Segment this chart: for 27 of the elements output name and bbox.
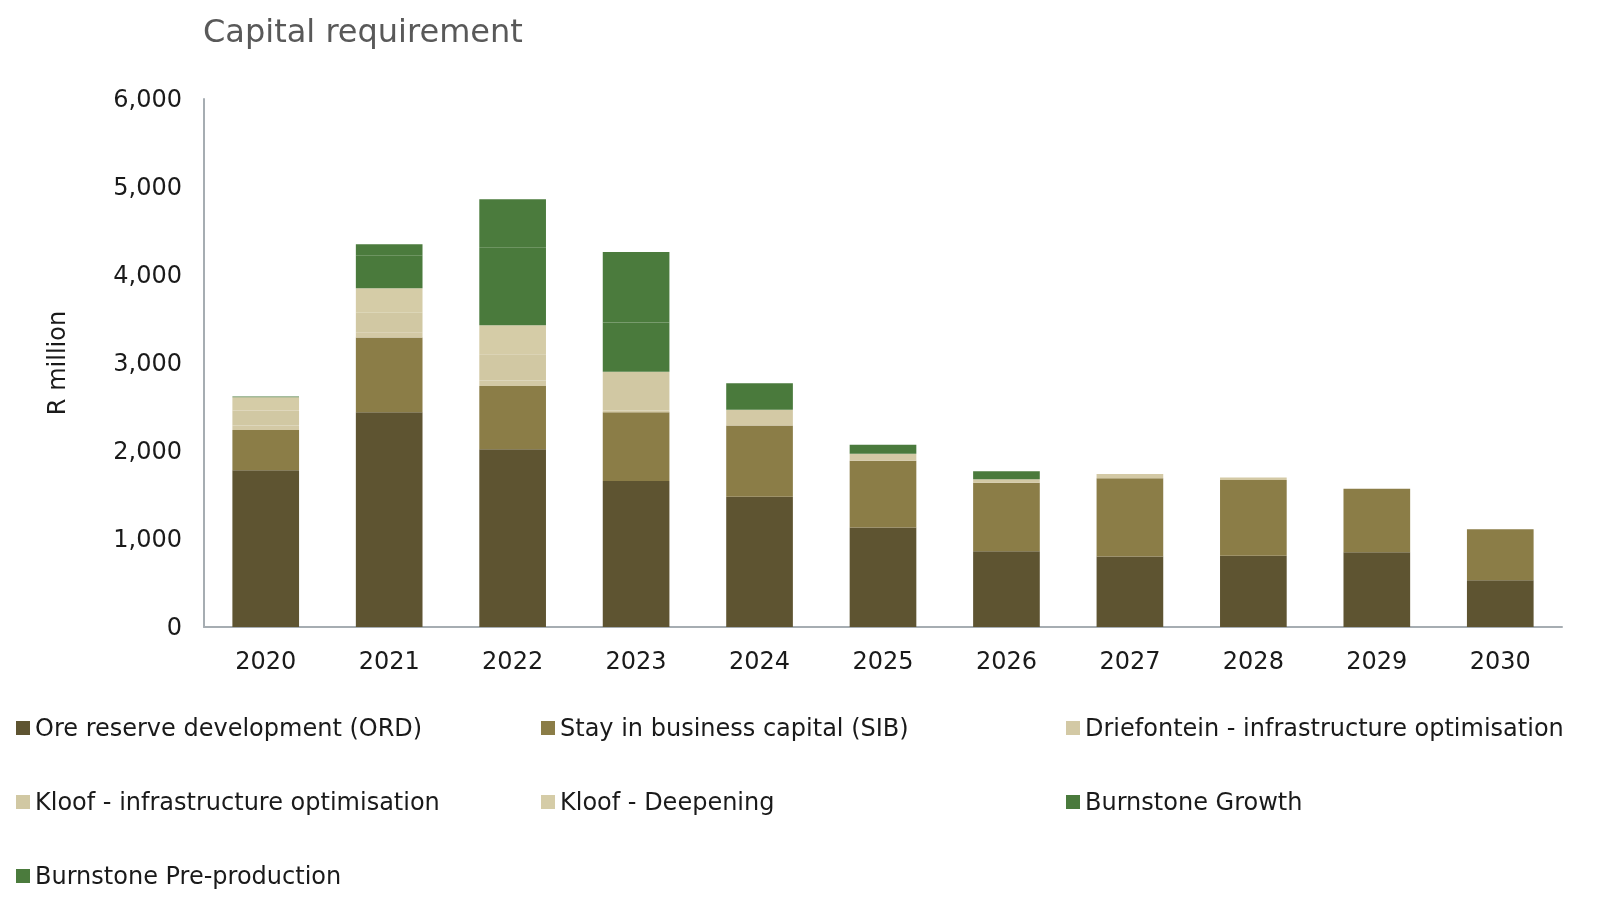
y-tick-label: 3,000 [113,349,182,377]
y-tick-label: 1,000 [113,525,182,553]
legend-label: Burnstone Pre-production [35,862,342,890]
y-tick-label: 6,000 [113,85,182,113]
y-tick-label: 0 [166,613,182,641]
x-tick-label: 2025 [852,647,914,675]
y-tick-label: 2,000 [113,437,182,465]
x-tick-label: 2020 [235,647,297,675]
legend-label: Kloof - infrastructure optimisation [35,788,440,816]
legend-label: Ore reserve development (ORD) [35,714,423,742]
y-tick-label: 5,000 [113,173,182,201]
y-tick-label: 4,000 [113,261,182,289]
x-tick-label: 2028 [1222,647,1284,675]
x-tick-label: 2022 [482,647,544,675]
legend-label: Kloof - Deepening [560,788,775,816]
x-tick-label: 2030 [1469,647,1531,675]
y-axis-title: R million [43,310,71,416]
x-tick-label: 2026 [975,647,1037,675]
legend-label: Driefontein - infrastructure optimisation [1085,714,1564,742]
x-tick-label: 2021 [358,647,420,675]
x-tick-label: 2024 [729,647,791,675]
legend-label: Stay in business capital (SIB) [560,714,909,742]
x-tick-label: 2029 [1346,647,1408,675]
x-tick-label: 2027 [1099,647,1161,675]
chart-title: Capital requirement [203,12,523,50]
x-tick-label: 2023 [605,647,667,675]
legend-label: Burnstone Growth [1085,788,1303,816]
